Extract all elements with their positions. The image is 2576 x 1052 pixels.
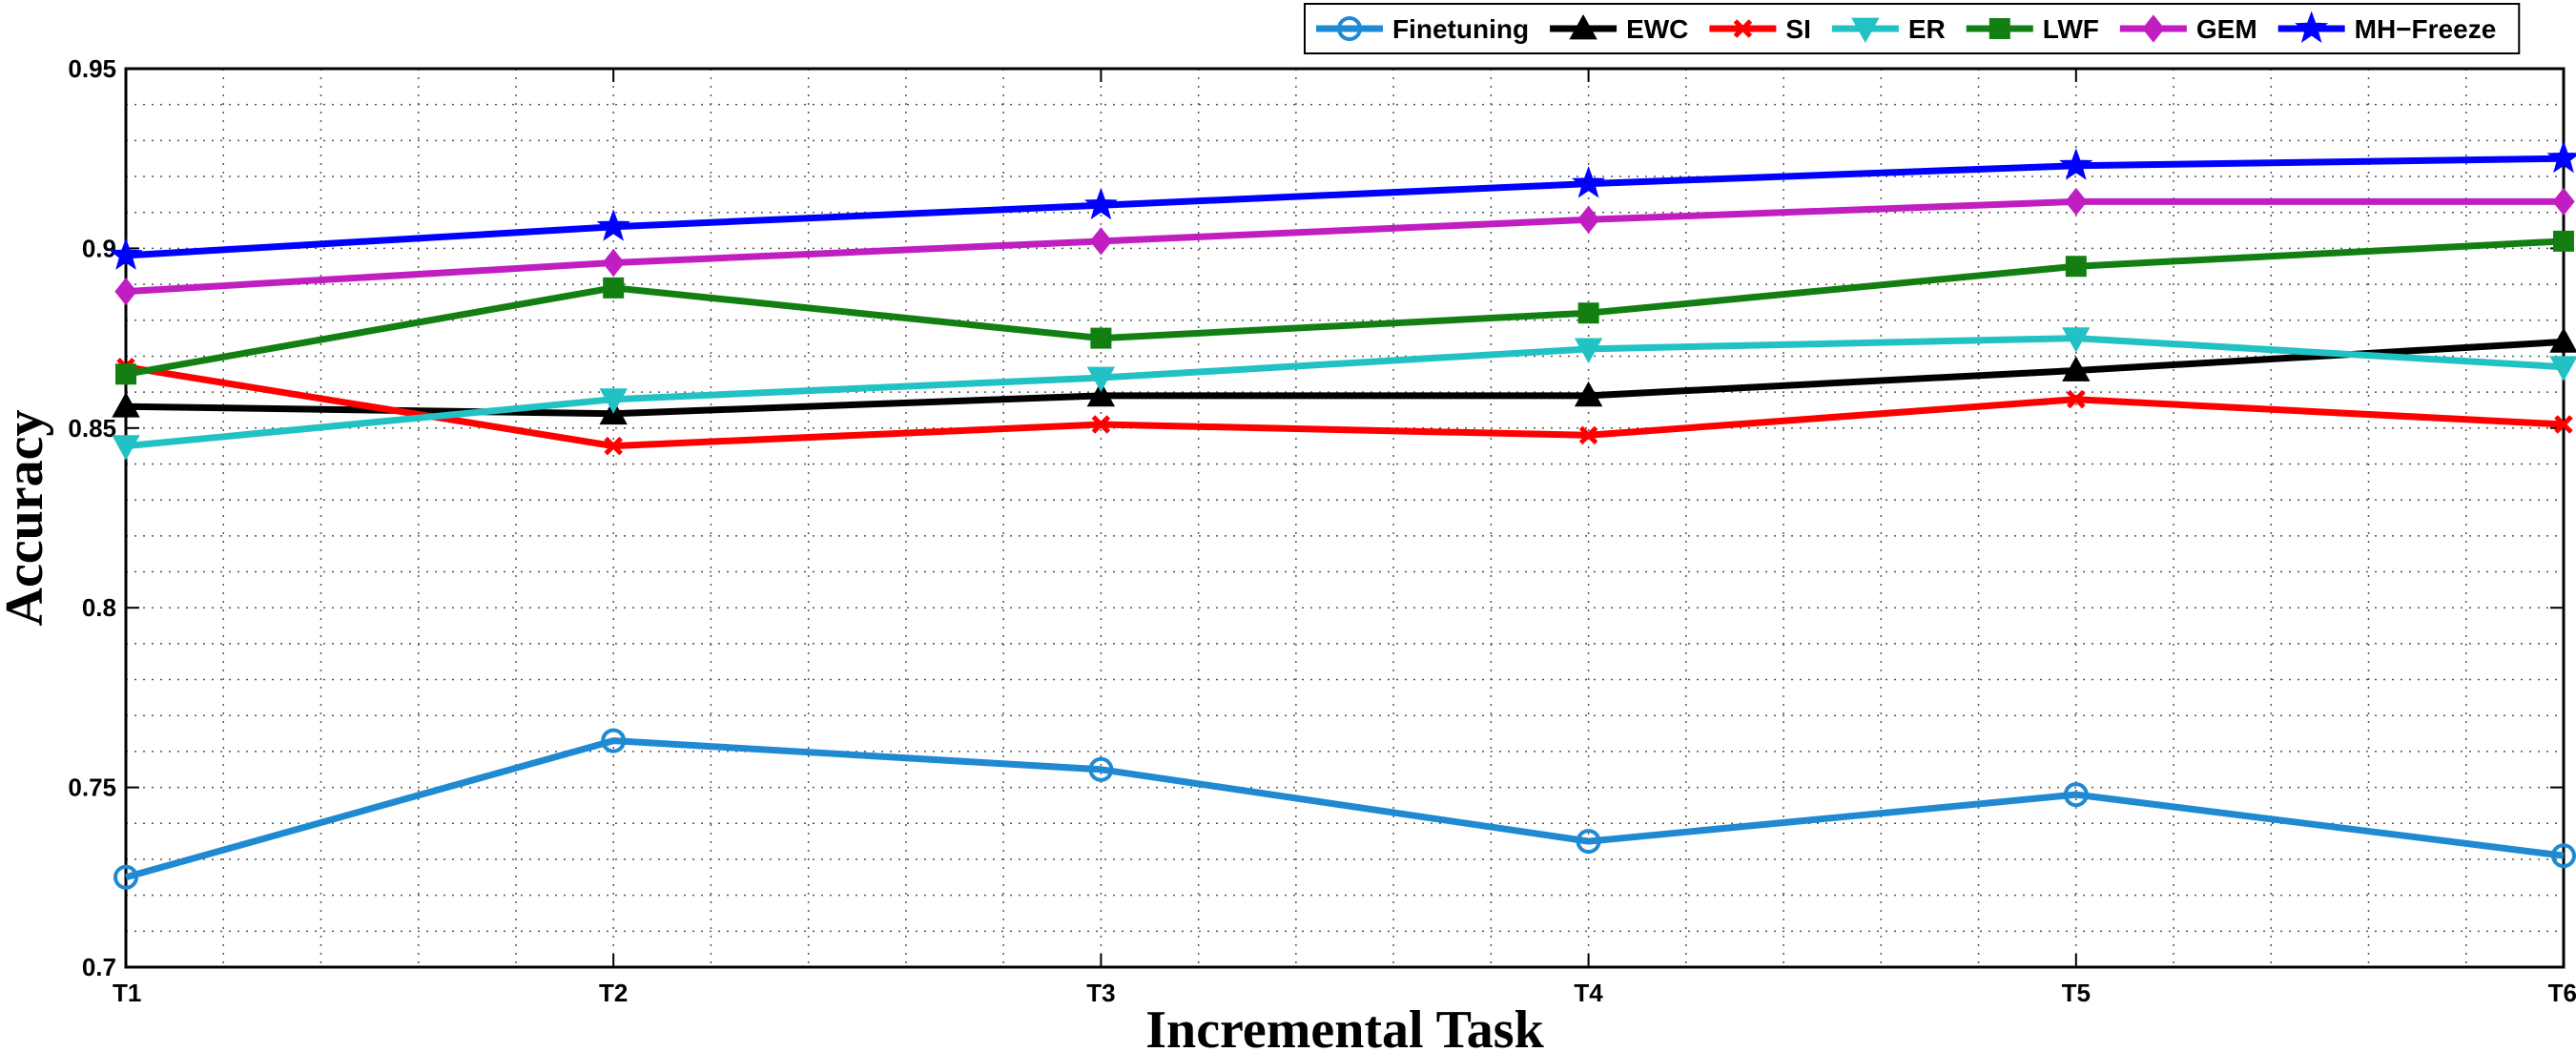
legend-item-finetuning: Finetuning: [1316, 14, 1529, 44]
data-point-gem: [1577, 205, 1600, 234]
legend-label: ER: [1908, 14, 1946, 44]
data-point-mh-freeze: [2546, 140, 2576, 174]
data-point-lwf: [2065, 256, 2087, 278]
legend-marker: [1733, 19, 1753, 38]
y-tick-label: 0.9: [82, 234, 116, 262]
data-point-ewc: [1086, 381, 1116, 407]
series-line-si: [125, 363, 2565, 450]
series-ewc: [112, 327, 2576, 425]
x-tick-label: T5: [2062, 979, 2091, 1007]
axis-ticks: 0.7 0.75 0.8 0.85 0.9 0.95 T1 T2 T3 T4 T5 T6: [68, 54, 2576, 1007]
series-line-ewc: [125, 338, 2565, 418]
legend-marker: [2142, 14, 2165, 43]
data-point-gem: [602, 248, 625, 278]
legend-marker: [1569, 13, 1597, 40]
legend-marker: [2295, 10, 2329, 43]
series-line-mh-freeze: [125, 155, 2565, 259]
y-tick-label: 0.85: [68, 414, 116, 443]
series-line-finetuning: [125, 737, 2565, 881]
legend-item-gem: GEM: [2119, 14, 2257, 44]
x-tick-label: T1: [113, 979, 141, 1007]
legend-item-ewc: EWC: [1550, 13, 1688, 44]
data-point-lwf: [1090, 327, 1112, 349]
data-point-si: [604, 436, 623, 456]
legend-item-mh-freeze: MH−Freeze: [2277, 10, 2497, 44]
data-point-er: [112, 435, 140, 461]
data-point-er: [2062, 327, 2091, 353]
data-point-finetuning: [1088, 756, 1114, 782]
data-point-si: [2554, 415, 2573, 434]
legend-label: MH−Freeze: [2355, 14, 2497, 44]
data-point-finetuning: [1576, 829, 1601, 855]
data-point-mh-freeze: [1083, 187, 1118, 220]
x-tick-label: T6: [2548, 979, 2576, 1007]
data-point-gem: [114, 278, 137, 306]
data-point-ewc: [112, 392, 140, 418]
data-point-si: [1578, 425, 1598, 445]
data-point-lwf: [603, 277, 625, 299]
data-point-mh-freeze: [596, 209, 630, 241]
series-mh-freeze: [109, 140, 2576, 270]
legend-label: SI: [1785, 14, 1810, 44]
series-finetuning: [113, 728, 2576, 890]
data-point-finetuning: [113, 864, 138, 890]
series-line-lwf: [125, 237, 2565, 378]
x-axis-title: Incremental Task: [1145, 1000, 1544, 1052]
data-point-lwf: [2553, 230, 2574, 252]
data-point-finetuning: [2551, 843, 2576, 869]
legend: Finetuning EWC SI ER LWF GEM MH−Freeze: [1304, 3, 2521, 54]
data-point-er: [599, 388, 628, 414]
series-gem: [114, 187, 2575, 306]
legend-item-si: SI: [1709, 14, 1811, 44]
legend-label: Finetuning: [1392, 14, 1529, 44]
legend-marker: [1989, 18, 2010, 39]
legend-item-lwf: LWF: [1966, 14, 2099, 44]
data-point-gem: [2552, 187, 2575, 217]
y-tick-label: 0.75: [68, 774, 116, 802]
data-point-ewc: [2062, 356, 2091, 382]
plot-frame: [124, 67, 2566, 969]
legend-label: EWC: [1626, 14, 1688, 44]
y-tick-label: 0.95: [68, 54, 116, 83]
grid-lines: [126, 69, 2564, 967]
data-point-lwf: [1577, 302, 1599, 324]
data-point-ewc: [2549, 327, 2576, 353]
data-point-si: [2067, 389, 2086, 409]
y-tick-label: 0.8: [82, 593, 116, 622]
data-point-mh-freeze: [1572, 166, 1606, 198]
data-point-mh-freeze: [2059, 148, 2093, 180]
data-point-lwf: [115, 363, 136, 385]
data-point-mh-freeze: [109, 237, 143, 270]
legend-label: LWF: [2043, 14, 2099, 44]
x-tick-label: T4: [1574, 979, 1603, 1007]
legend-label: GEM: [2196, 14, 2257, 44]
series-line-er: [125, 335, 2565, 450]
series-line-gem: [125, 197, 2564, 296]
series-er: [112, 327, 2576, 461]
data-point-si: [1091, 415, 1111, 434]
data-point-er: [1574, 338, 1603, 363]
data-point-gem: [1089, 227, 1113, 256]
x-tick-label: T2: [599, 979, 628, 1007]
data-point-er: [1086, 366, 1116, 393]
data-point-er: [2549, 356, 2576, 382]
data-point-ewc: [1574, 381, 1603, 407]
data-point-gem: [2065, 187, 2088, 217]
legend-marker: [1337, 16, 1362, 41]
series-lwf: [115, 230, 2574, 385]
y-axis-title: Accuracy: [0, 409, 54, 626]
series-layer: [109, 140, 2576, 890]
legend-marker: [1851, 17, 1880, 44]
legend-item-er: ER: [1831, 14, 1946, 44]
series-si: [116, 357, 2573, 456]
data-point-finetuning: [601, 728, 627, 753]
x-tick-label: T3: [1086, 979, 1115, 1007]
y-tick-label: 0.7: [82, 953, 116, 981]
data-point-finetuning: [2063, 782, 2089, 808]
